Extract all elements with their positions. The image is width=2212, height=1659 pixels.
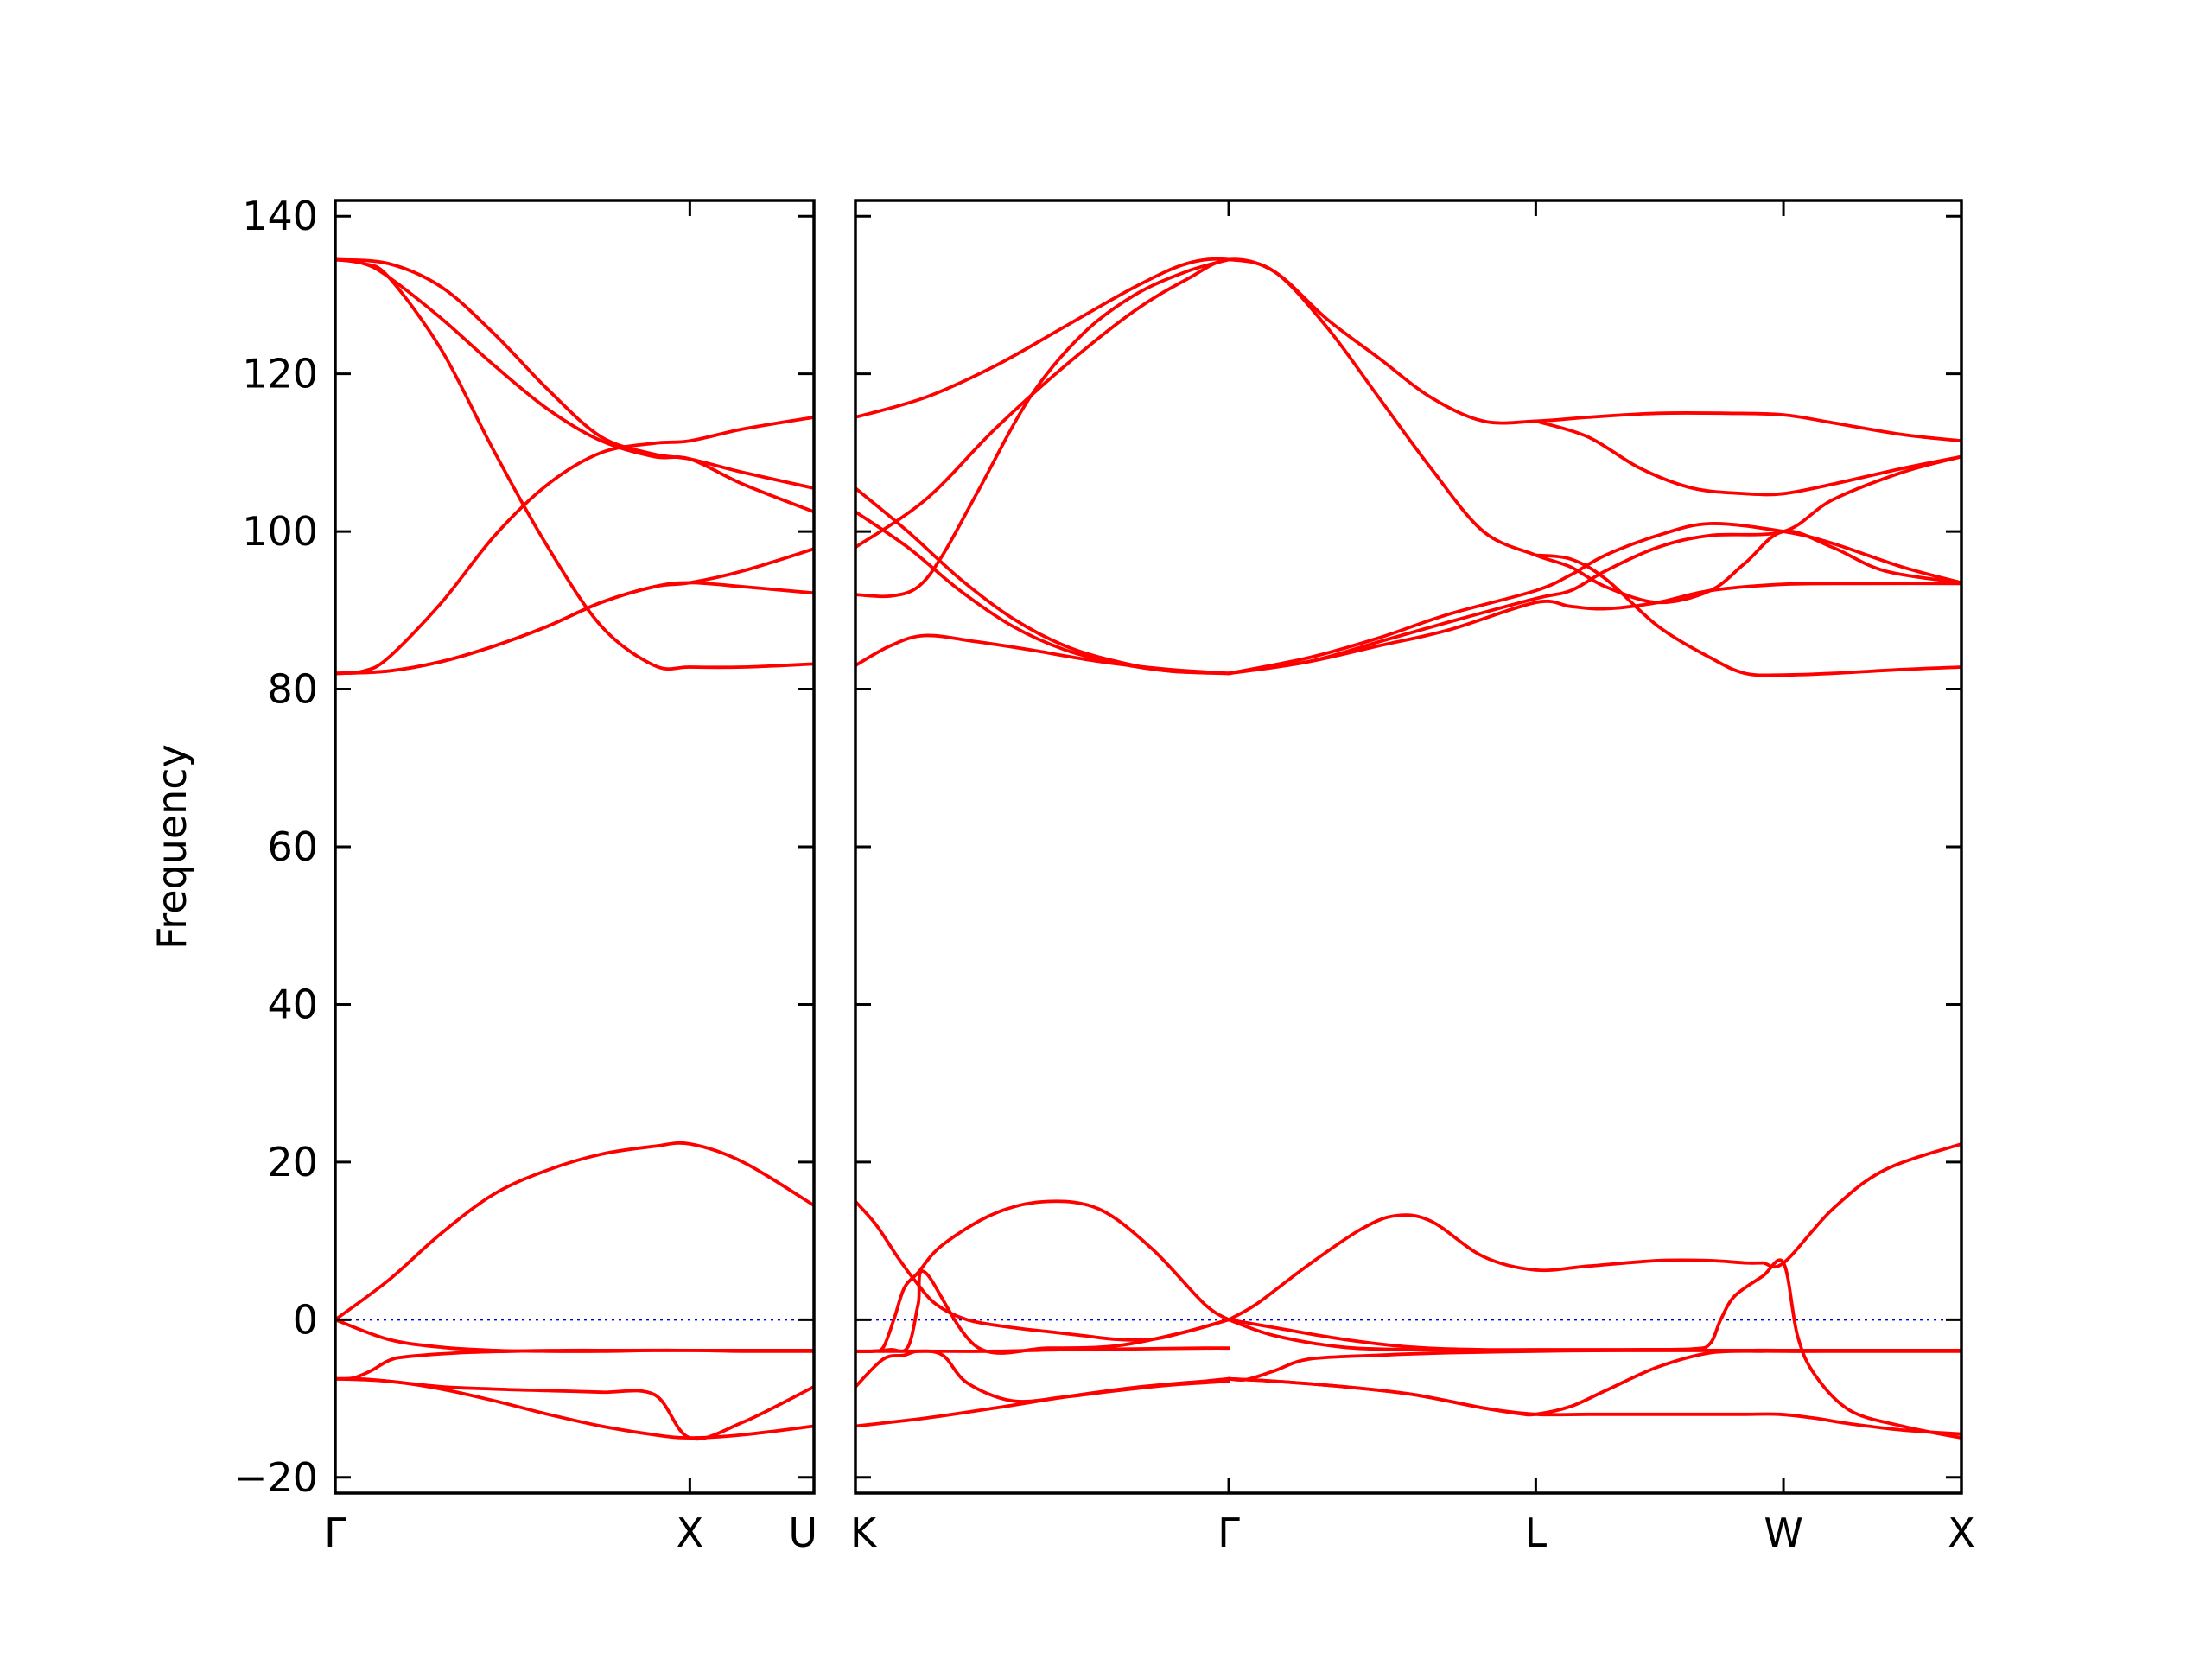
band-line-20	[1227, 454, 1961, 676]
band-line-7	[1227, 1142, 1961, 1322]
band-line-10	[335, 581, 814, 676]
y-axis-label-group: Frequency	[149, 744, 195, 950]
band-line-2	[335, 1318, 814, 1353]
panel-frame	[854, 199, 1963, 1495]
y-tick-label: 20	[267, 1139, 318, 1185]
band-line-3	[855, 1269, 1230, 1355]
band-line-11	[335, 257, 814, 490]
band-group	[335, 257, 814, 1441]
band-line-5	[335, 1376, 814, 1441]
band-line-4	[855, 1349, 1230, 1403]
x-tick-label: W	[1764, 1510, 1802, 1556]
band-line-2	[855, 1199, 1230, 1354]
band-line-13	[855, 257, 1961, 605]
band-line-23	[1534, 553, 1961, 677]
y-tick-label: 60	[267, 823, 318, 870]
x-tick-label: K	[850, 1510, 878, 1556]
x-tick-label-end: U	[788, 1510, 817, 1556]
band-line-9	[1227, 1318, 1961, 1353]
x-tick-label: Γ	[324, 1510, 346, 1556]
band-line-22	[1227, 582, 1961, 676]
band-line-9	[335, 547, 814, 676]
band-line-21	[1534, 419, 1961, 497]
band-line-3	[335, 1348, 814, 1381]
y-tick-label: 100	[242, 508, 318, 555]
band-line-8	[335, 416, 814, 676]
band-line-14	[855, 257, 1961, 550]
band-line-8	[1227, 1258, 1961, 1440]
x-tick-label: L	[1525, 1510, 1548, 1556]
y-tick-label: 120	[242, 351, 318, 397]
band-line-18	[855, 633, 1230, 676]
band-line-6	[855, 1346, 1230, 1353]
band-line-10	[1227, 1348, 1961, 1382]
x-tick-label: Γ	[1217, 1510, 1240, 1556]
band-line-5	[855, 1376, 1230, 1428]
band-line-19	[1227, 522, 1961, 676]
band-line-15	[855, 257, 1230, 599]
y-tick-label: 0	[293, 1296, 318, 1343]
panel-gamma-x-u: −20 0 20 40 60 80 100 120 140 Γ X U	[234, 193, 817, 1556]
band-group	[855, 257, 1961, 1440]
band-line-4	[335, 1376, 814, 1440]
y-axis-label: Frequency	[149, 744, 195, 950]
band-line-12	[1227, 1349, 1961, 1417]
y-tick-label: 140	[242, 193, 318, 239]
band-line-7	[335, 257, 814, 514]
band-line-1	[335, 1141, 814, 1322]
x-tick-label: X	[1948, 1510, 1975, 1556]
panel-frame	[334, 199, 816, 1495]
band-line-16	[855, 486, 1230, 676]
y-tick-label: −20	[234, 1454, 318, 1501]
y-tick-label: 80	[267, 666, 318, 713]
x-tick-label: X	[677, 1510, 704, 1556]
y-tick-label: 40	[267, 981, 318, 1027]
